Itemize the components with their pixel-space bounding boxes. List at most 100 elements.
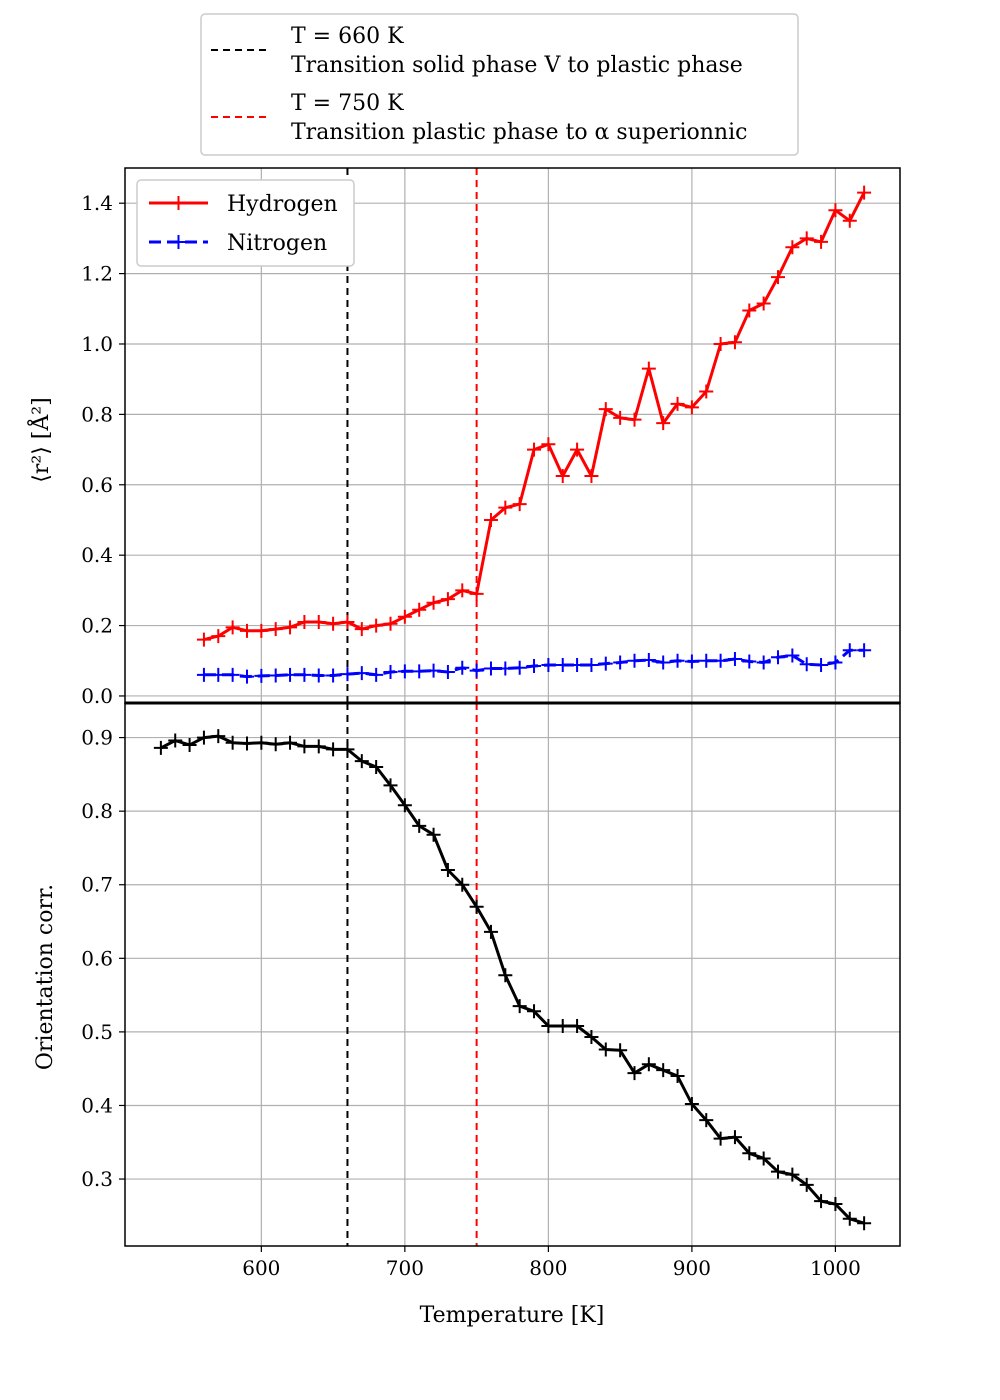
point-orientation-550: [182, 737, 197, 752]
point-nitrogen-850: [613, 655, 628, 670]
point-orientation-1010: [842, 1211, 857, 1226]
ytick-label-0.6: 0.6: [81, 473, 113, 497]
point-hydrogen-990: [814, 234, 829, 249]
point-hydrogen-680: [369, 618, 384, 633]
figure-legend-750-line1: T = 750 K: [291, 91, 404, 116]
point-nitrogen-570: [211, 667, 226, 682]
point-hydrogen-1000: [828, 203, 843, 218]
bottom-panel-xlabel: Temperature [K]: [420, 1303, 605, 1328]
point-orientation-840: [598, 1042, 613, 1057]
figure-legend-frame: [200, 13, 799, 156]
point-nitrogen-730: [440, 665, 455, 680]
point-hydrogen-630: [297, 615, 312, 630]
bottom-panel-yticks: 0.3 0.4 0.5 0.6 0.7 0.8 0.9: [81, 726, 125, 1191]
point-nitrogen-890: [670, 653, 685, 668]
point-orientation-730: [440, 863, 455, 878]
ytick-label-0.6: 0.6: [81, 946, 113, 970]
point-nitrogen-990: [814, 657, 829, 672]
point-nitrogen-940: [742, 654, 757, 669]
point-hydrogen-640: [311, 615, 326, 630]
point-nitrogen-870: [641, 653, 656, 668]
point-orientation-1020: [857, 1216, 872, 1231]
point-hydrogen-940: [742, 303, 757, 318]
point-nitrogen-690: [383, 665, 398, 680]
point-hydrogen-930: [727, 335, 742, 350]
point-nitrogen-980: [799, 657, 814, 672]
point-hydrogen-860: [627, 412, 642, 427]
point-nitrogen-830: [584, 657, 599, 672]
point-nitrogen-610: [268, 668, 283, 683]
point-orientation-790: [527, 1004, 542, 1019]
figure-legend-660-line1: T = 660 K: [291, 24, 404, 49]
point-hydrogen-620: [283, 620, 298, 635]
point-nitrogen-590: [239, 669, 254, 684]
point-orientation-870: [641, 1057, 656, 1072]
figure-legend: T = 660 K Transition solid phase V to pl…: [200, 13, 799, 156]
point-orientation-670: [354, 754, 369, 769]
series-line-orientation: [160, 734, 865, 1225]
point-orientation-800: [541, 1019, 556, 1033]
ytick-label-0.8: 0.8: [81, 402, 113, 426]
point-nitrogen-580: [225, 667, 240, 682]
point-hydrogen-770: [498, 500, 513, 515]
point-orientation-970: [785, 1167, 800, 1182]
point-orientation-530: [153, 740, 168, 755]
point-hydrogen-710: [412, 602, 427, 617]
point-hydrogen-600: [254, 623, 269, 638]
point-orientation-880: [656, 1063, 671, 1078]
legend-marker-nitrogen: [171, 235, 186, 249]
ytick-label-0.9: 0.9: [81, 726, 113, 750]
point-hydrogen-910: [699, 384, 714, 399]
point-hydrogen-1020: [857, 185, 872, 200]
ytick-label-0.4: 0.4: [81, 1093, 113, 1117]
point-nitrogen-950: [756, 655, 771, 670]
point-hydrogen-920: [713, 336, 728, 351]
point-orientation-560: [196, 730, 211, 745]
point-nitrogen-710: [412, 664, 427, 679]
point-orientation-770: [498, 968, 513, 983]
point-nitrogen-790: [527, 659, 542, 674]
point-nitrogen-970: [785, 648, 800, 663]
top-panel: 0.0 0.2 0.4 0.6 0.8 1.0 1.2 1.4 ⟨r²⟩ [Å²] Hydro…: [26, 167, 901, 708]
xtick-label-900: 900: [673, 1256, 711, 1280]
point-hydrogen-580: [225, 620, 240, 635]
point-orientation-1000: [828, 1197, 843, 1212]
xtick-label-700: 700: [386, 1256, 424, 1280]
point-nitrogen-740: [455, 660, 470, 675]
ytick-label-0.8: 0.8: [81, 799, 113, 823]
point-nitrogen-780: [512, 660, 527, 675]
point-hydrogen-900: [684, 400, 699, 415]
top-panel-legend: Hydrogen Nitrogen: [136, 179, 355, 267]
point-nitrogen-600: [254, 668, 269, 683]
ytick-label-0.5: 0.5: [81, 1020, 113, 1044]
point-hydrogen-700: [397, 609, 412, 624]
point-orientation-960: [771, 1164, 786, 1179]
point-orientation-850: [613, 1043, 628, 1058]
point-orientation-620: [283, 735, 298, 750]
legend-marker-hydrogen: [171, 196, 186, 210]
point-orientation-890: [670, 1069, 685, 1084]
point-hydrogen-650: [326, 616, 341, 631]
point-hydrogen-820: [570, 442, 585, 457]
point-orientation-940: [742, 1146, 757, 1161]
point-nitrogen-620: [283, 667, 298, 682]
bottom-panel-series: [153, 729, 872, 1231]
point-nitrogen-560: [196, 667, 211, 682]
figure-legend-660-line2: Transition solid phase V to plastic phas…: [291, 53, 743, 78]
point-hydrogen-870: [641, 361, 656, 376]
point-hydrogen-980: [799, 231, 814, 246]
top-panel-ylabel: ⟨r²⟩ [Å²]: [26, 397, 54, 482]
point-nitrogen-800: [541, 657, 556, 672]
point-hydrogen-850: [613, 410, 628, 425]
point-hydrogen-740: [455, 583, 470, 598]
point-orientation-780: [512, 999, 527, 1014]
point-hydrogen-790: [527, 442, 542, 457]
point-nitrogen-750: [469, 663, 484, 678]
point-orientation-740: [455, 877, 470, 892]
point-nitrogen-770: [498, 661, 513, 676]
point-orientation-660: [340, 742, 355, 757]
point-nitrogen-880: [656, 655, 671, 670]
point-orientation-820: [570, 1019, 585, 1033]
ytick-label-1.2: 1.2: [81, 262, 113, 286]
point-nitrogen-670: [354, 666, 369, 681]
